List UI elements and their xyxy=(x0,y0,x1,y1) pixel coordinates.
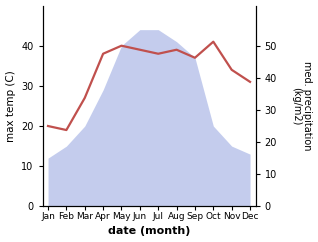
Y-axis label: med. precipitation
(kg/m2): med. precipitation (kg/m2) xyxy=(291,61,313,151)
Y-axis label: max temp (C): max temp (C) xyxy=(5,70,16,142)
X-axis label: date (month): date (month) xyxy=(108,227,190,236)
